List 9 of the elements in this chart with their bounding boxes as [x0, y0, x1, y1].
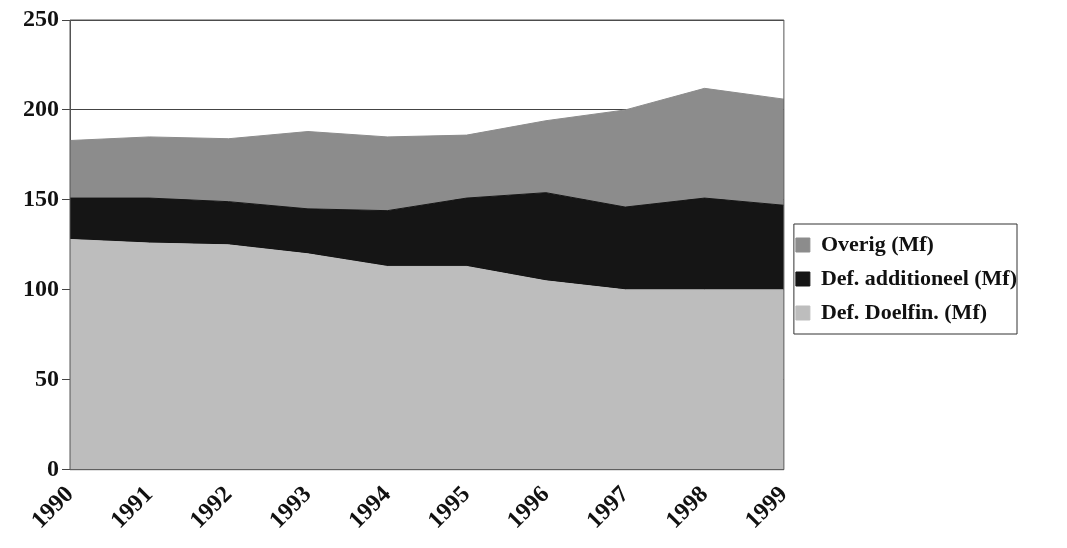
y-tick-label: 50: [35, 364, 59, 391]
legend-label: Overig (Mf): [820, 230, 934, 256]
legend-label: Def. Doelfin. (Mf): [820, 298, 988, 324]
y-tick-label: 250: [23, 5, 59, 32]
y-tick-label: 200: [23, 95, 59, 122]
y-tick-label: 100: [23, 275, 59, 302]
legend-label: Def. additioneel (Mf): [820, 264, 1017, 290]
y-tick-label: 0: [47, 454, 59, 481]
y-tick-label: 150: [23, 185, 59, 212]
